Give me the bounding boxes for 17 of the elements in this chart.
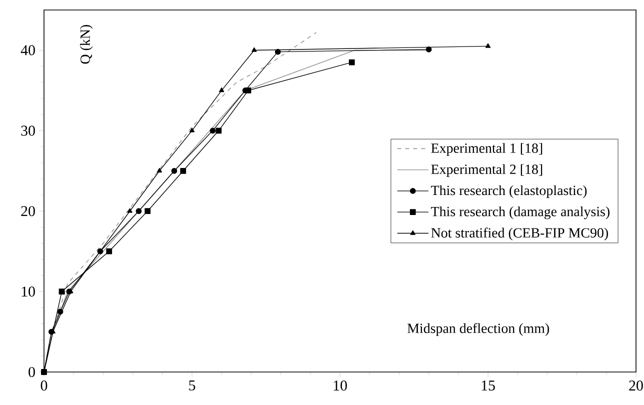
legend-label: This research (damage analysis)	[431, 206, 610, 220]
y-axis-title: Q (kN)	[80, 25, 93, 64]
x-axis-title: Midspan deflection (mm)	[407, 323, 549, 336]
x-tick-label: 10	[334, 380, 347, 391]
x-tick-label: 15	[482, 380, 495, 391]
legend-label: This research (elastoplastic)	[431, 185, 587, 198]
legend-label: Not stratified (CEB-FIP MC90)	[431, 228, 608, 240]
x-tick-label: 5	[189, 380, 196, 390]
x-tick-label: 20	[629, 380, 643, 391]
y-tick-label: 0	[28, 366, 35, 378]
legend-label: Experimental 2 [18]	[431, 164, 542, 177]
x-tick-label: 0	[40, 380, 48, 391]
y-tick-label: 40	[20, 45, 35, 56]
y-tick-label: 20	[21, 206, 35, 216]
y-tick-label: 30	[21, 126, 35, 136]
y-tick-label: 10	[22, 286, 35, 297]
legend-label: Experimental 1 [18]	[431, 143, 542, 156]
